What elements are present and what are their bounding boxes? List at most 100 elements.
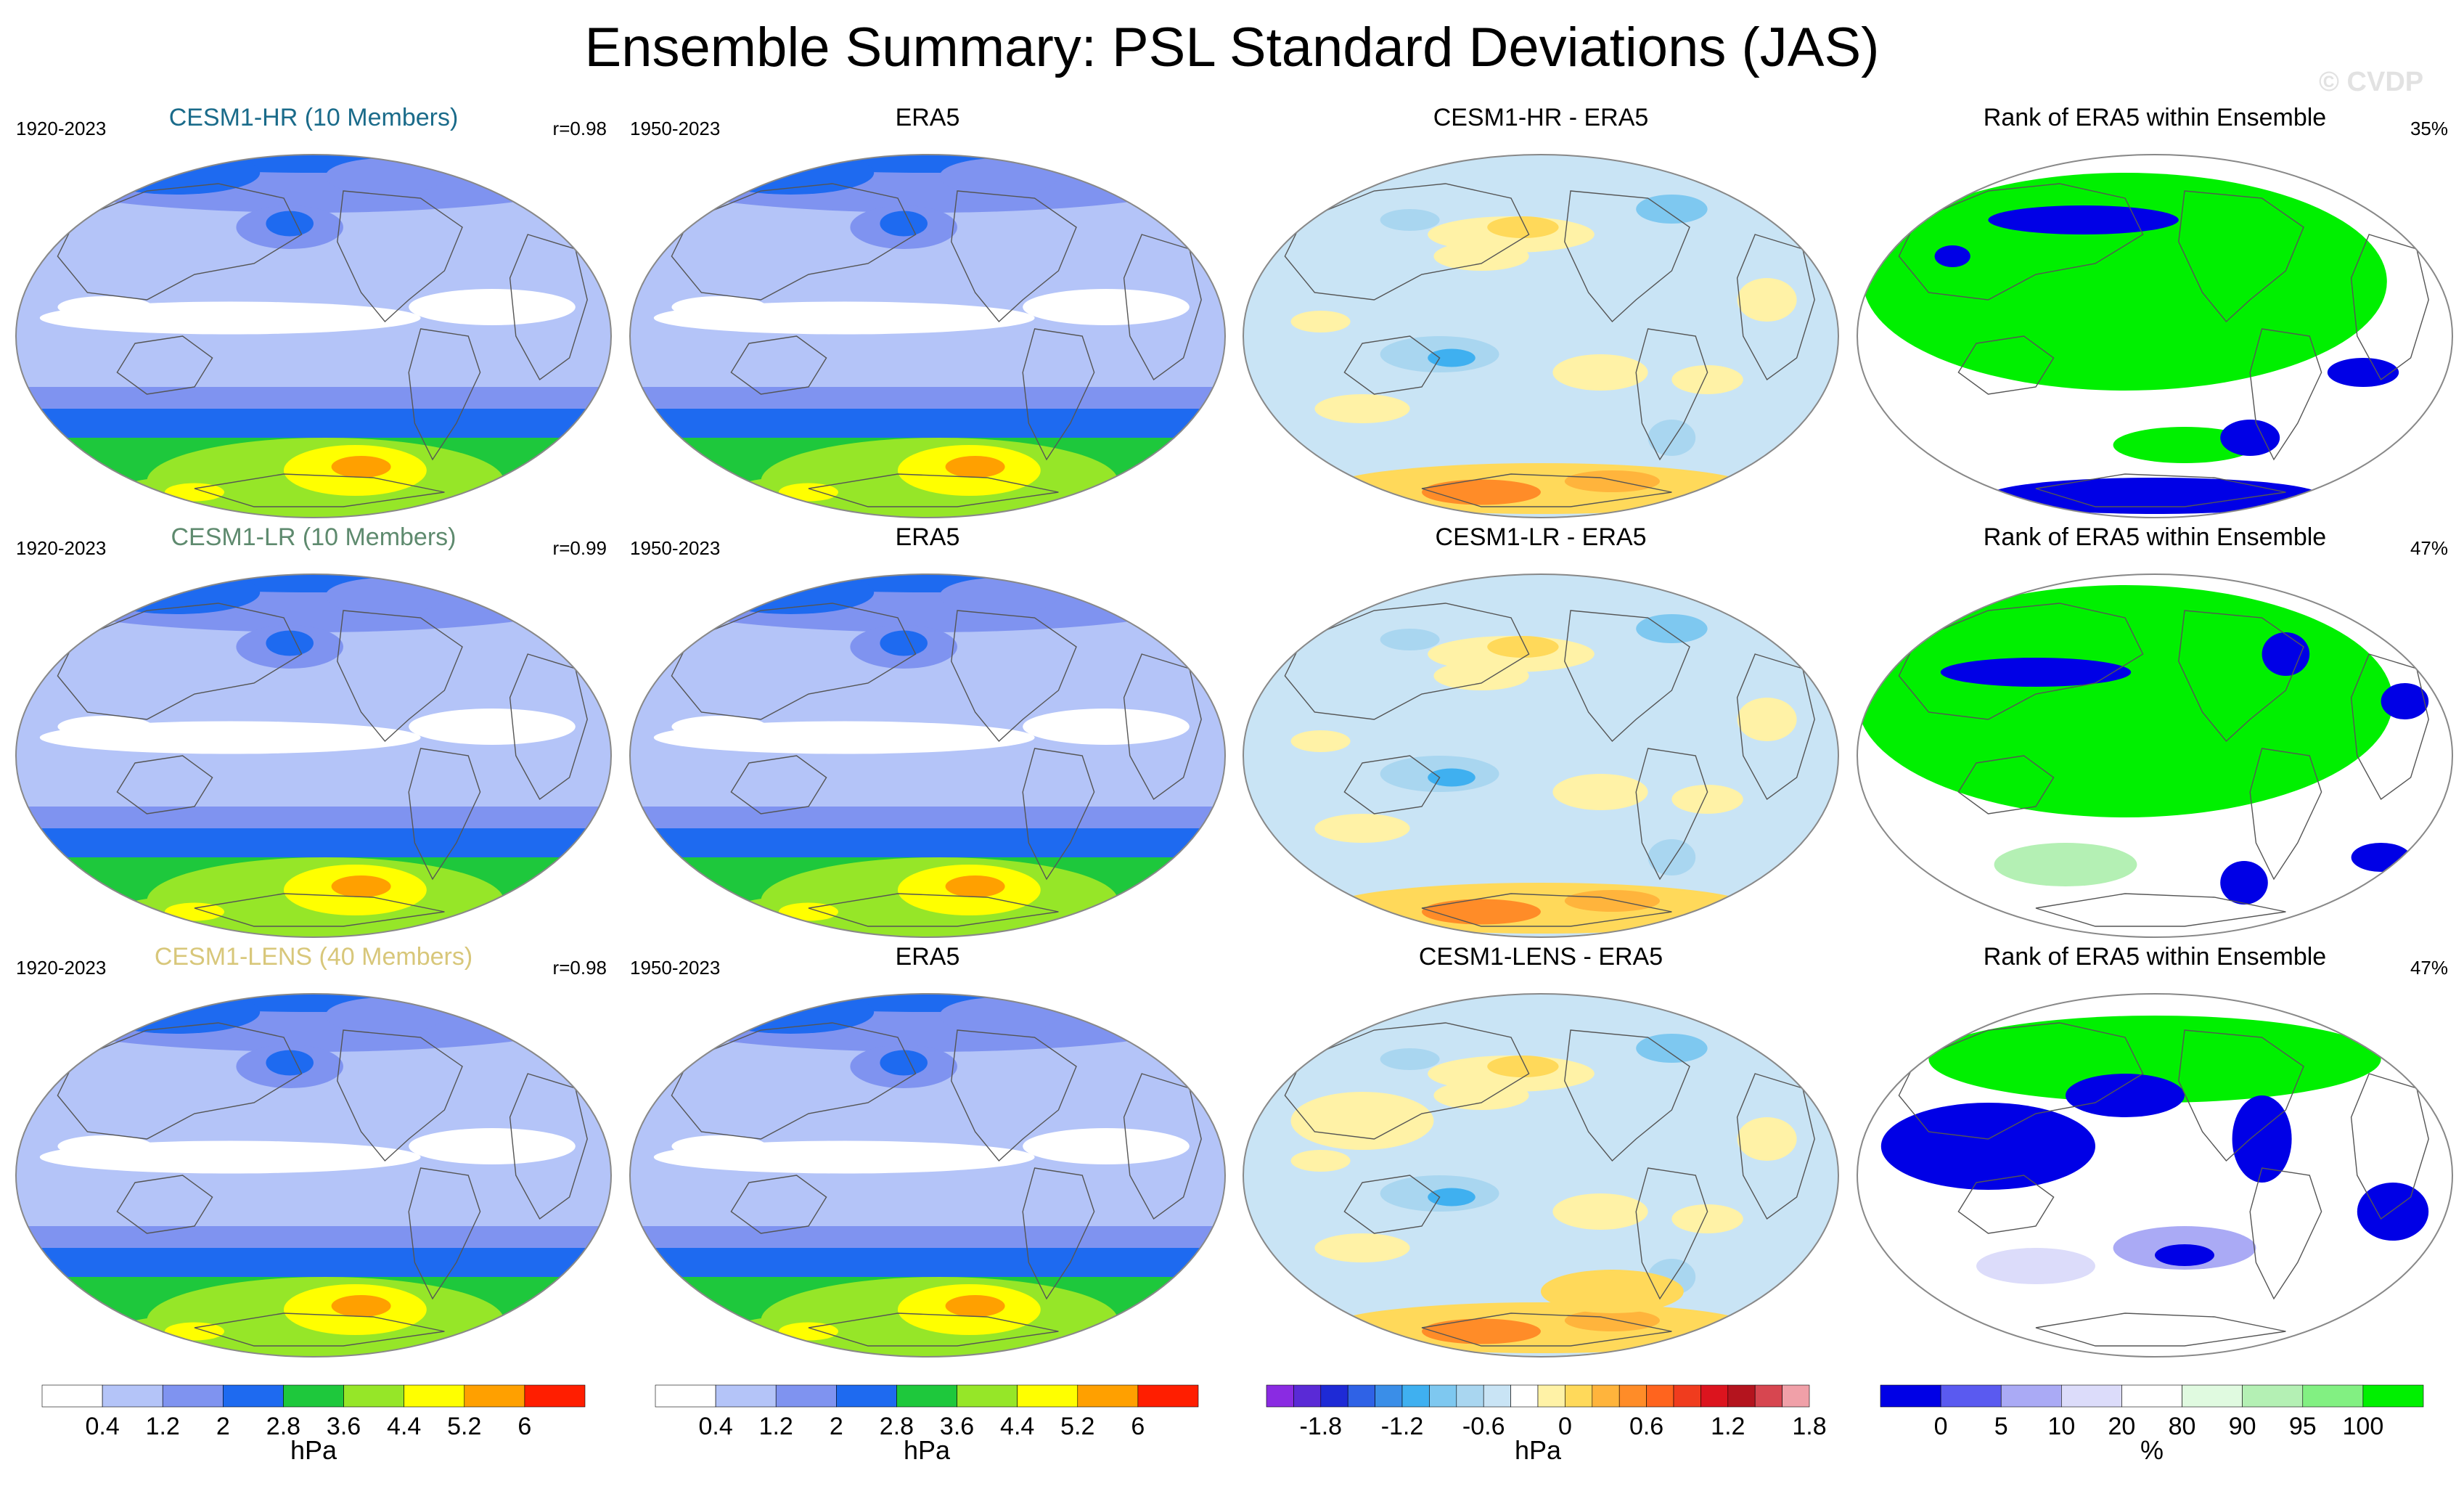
colorbar-swatch [1727,1384,1756,1408]
colorbar-stddev-2: 0.4 1.2 2 2.8 3.6 4.4 5.2 6 hPa [655,1384,1199,1465]
colorbar-swatch [896,1384,957,1408]
field-contour [1564,470,1660,492]
colorbar-swatch [1266,1384,1294,1408]
colorbar-tick: 90 [2229,1413,2256,1440]
panel-title: Rank of ERA5 within Ensemble [1984,523,2326,551]
field-band [1243,155,1838,518]
map-field [1243,155,1838,518]
map-border [1856,993,2454,1358]
field-contour [1648,420,1696,456]
map-panel-row2-col2: ERA5 1950-2023 [629,523,1227,938]
coastline [2035,893,2286,927]
map-panel-row1-col3: CESM1-HR - ERA5 [1242,104,1840,518]
panel-title: CESM1-LENS - ERA5 [1419,943,1663,971]
coastline [1957,1175,2055,1234]
field-contour [779,483,838,502]
map-border [629,573,1227,938]
coastline [2178,190,2304,323]
period-label: 1950-2023 [630,537,720,559]
coastline [808,1313,1059,1347]
coastline [951,610,1077,743]
field-contour [2327,358,2399,387]
colorbar-tick: 0 [1558,1413,1572,1440]
coastline [194,893,445,927]
colorbar-swatch [2302,1384,2364,1408]
field-contour [331,875,391,897]
colorbar-swatch [715,1384,777,1408]
field-contour [671,716,767,738]
colorbar-tick: -1.8 [1300,1413,1343,1440]
field-band [1243,994,1838,1357]
field-contour [2220,420,2280,456]
colorbar-swatch [2362,1384,2424,1408]
field-contour [1290,1150,1351,1172]
field-contour [2155,1244,2214,1266]
colorbar-tick: 3.6 [940,1413,974,1440]
coastline [57,1022,303,1140]
coastline [1635,328,1708,461]
coastline [1564,190,1690,323]
rank-summary: 47% [2410,957,2448,979]
coastline [2350,234,2429,381]
field-contour [1422,479,1541,505]
coastline [1343,755,1441,815]
colorbar-swatch [464,1384,525,1408]
field-contour [1023,709,1190,745]
map-panel-row2-col4: Rank of ERA5 within Ensemble 47% [1856,523,2454,938]
colorbar-swatch [1320,1384,1348,1408]
map-border [1242,993,1840,1358]
colorbar-swatch [1347,1384,1375,1408]
colorbar-swatch [1510,1384,1539,1408]
coastline [1123,234,1202,381]
field-contour [880,1050,928,1076]
coastline [2249,1167,2322,1300]
colorbar-swatch [1754,1384,1782,1408]
panel-title: CESM1-HR - ERA5 [1433,104,1649,131]
field-contour [266,211,314,237]
panel-title: CESM1-LR - ERA5 [1436,523,1647,551]
field-contour [671,296,767,318]
field-contour [409,709,576,745]
colorbar-swatch [223,1384,284,1408]
colorbar-swatch [2242,1384,2304,1408]
field-contour [1648,839,1696,875]
colorbar-swatch [1565,1384,1593,1408]
field-contour [325,578,445,614]
field-contour [325,158,445,195]
field-contour [1422,899,1541,925]
panel-title: Rank of ERA5 within Ensemble [1984,943,2326,971]
map-field [16,994,611,1357]
coastline [2249,328,2322,461]
map-panel-row3-col1: CESM1-LENS (40 Members) 1920-2023 r=0.98 [15,943,613,1358]
map-border [15,573,613,938]
field-contour [1636,1034,1708,1063]
colorbar-tick: 95 [2289,1413,2317,1440]
field-contour [165,483,224,502]
coastline [194,473,445,507]
colorbar-tick: 5.2 [447,1413,481,1440]
map-panel-row3-col4: Rank of ERA5 within Ensemble 47% [1856,943,2454,1358]
field-contour [409,1128,576,1164]
coastline [1898,603,2144,720]
field-contour [945,1295,1005,1317]
field-contour [1433,242,1529,271]
field-contour [331,1295,391,1317]
map-panel-row3-col2: ERA5 1950-2023 [629,943,1227,1358]
map-field [1243,994,1838,1357]
coastline [2035,473,2286,507]
panel-title: CESM1-LENS (40 Members) [155,943,472,971]
field-contour [1314,814,1410,843]
map-border [1242,154,1840,518]
field-contour [2066,1074,2185,1117]
coastline [1284,1022,1530,1140]
colorbar-swatch [404,1384,465,1408]
coastline [951,1029,1077,1162]
coastline [951,190,1077,323]
field-contour [1433,661,1529,690]
field-contour [1552,1193,1648,1230]
colorbar-swatch [2061,1384,2122,1408]
rank-summary: 35% [2410,118,2448,139]
colorbar-swatch [1137,1384,1199,1408]
panel-title: CESM1-HR (10 Members) [169,104,459,131]
coastline [1564,610,1690,743]
